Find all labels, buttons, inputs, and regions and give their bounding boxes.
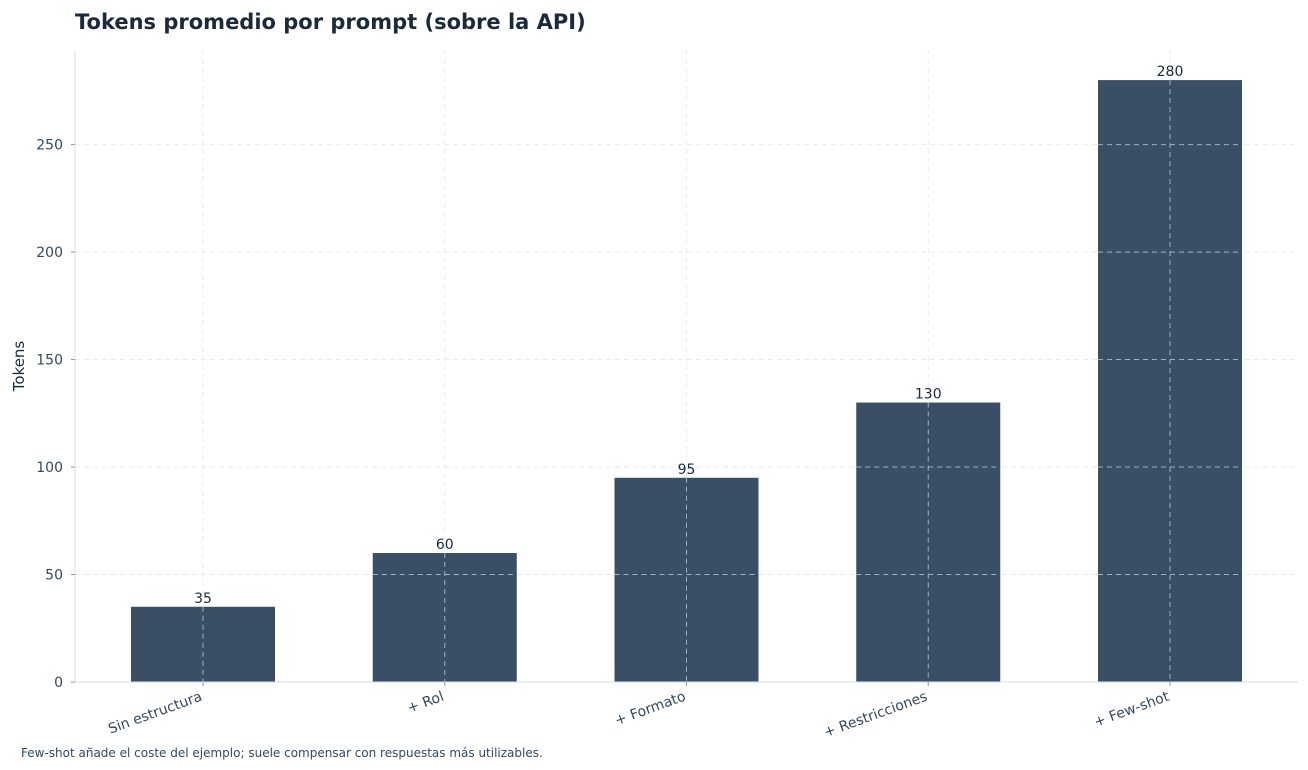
x-tick-label: + Restricciones (822, 689, 930, 741)
chart-title: Tokens promedio por prompt (sobre la API… (75, 10, 586, 34)
data-label: 35 (194, 591, 212, 607)
y-tick-label: 100 (36, 460, 63, 476)
y-tick-label: 250 (36, 138, 63, 154)
y-tick-label: 200 (36, 245, 63, 261)
data-label: 280 (1157, 64, 1184, 80)
y-tick-label: 50 (45, 568, 63, 584)
x-tick-label: + Few-shot (1092, 689, 1172, 731)
footnote: Few-shot añade el coste del ejemplo; sue… (21, 746, 543, 760)
overlay-grid-layer (202, 80, 1242, 682)
data-label: 60 (436, 537, 454, 553)
data-label: 130 (915, 387, 942, 403)
y-tick-label: 0 (54, 675, 63, 691)
y-tick-label: 150 (36, 353, 63, 369)
axis-layer (71, 50, 1298, 686)
data-label: 95 (678, 462, 696, 478)
y-axis-label: Tokens (10, 341, 28, 393)
x-tick-label: + Formato (613, 689, 688, 729)
x-tick-label: + Rol (405, 689, 446, 717)
x-tick-label: Sin estructura (106, 689, 204, 738)
